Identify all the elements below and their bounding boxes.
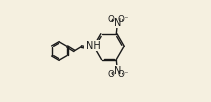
Text: N: N <box>114 66 121 76</box>
Text: N: N <box>85 43 92 53</box>
Text: NH: NH <box>86 41 101 51</box>
Text: O: O <box>108 15 115 24</box>
Text: N: N <box>114 18 121 28</box>
Text: O: O <box>108 70 115 79</box>
Text: O⁻: O⁻ <box>118 15 129 24</box>
Text: O⁻: O⁻ <box>118 70 129 79</box>
